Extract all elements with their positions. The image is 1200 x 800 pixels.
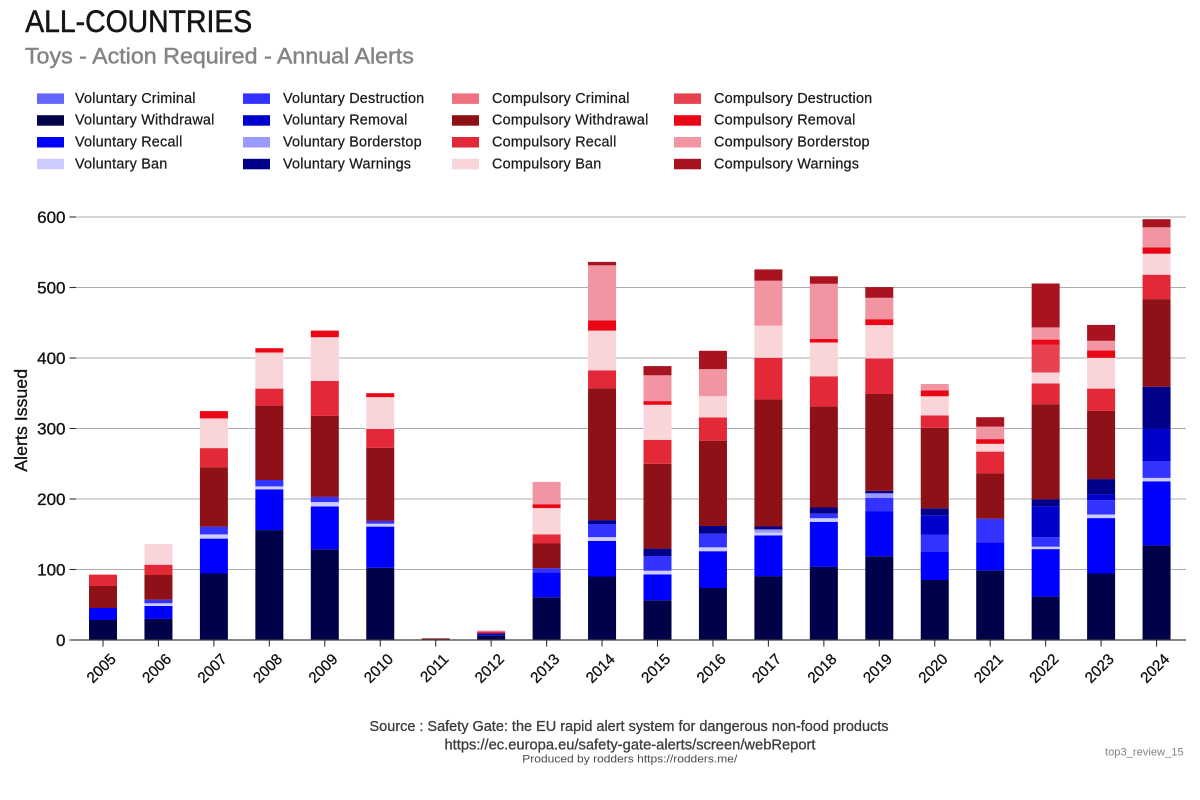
svg-text:100: 100 (37, 561, 65, 580)
svg-text:Source : Safety Gate: the EU r: Source : Safety Gate: the EU rapid alert… (370, 719, 889, 735)
svg-text:Voluntary Removal: Voluntary Removal (283, 113, 408, 129)
svg-text:Toys - Action Required - Annua: Toys - Action Required - Annual Alerts (25, 44, 414, 69)
svg-text:ALL-COUNTRIES: ALL-COUNTRIES (25, 3, 252, 39)
svg-text:top3_review_15: top3_review_15 (1105, 746, 1184, 758)
svg-text:Compulsory Removal: Compulsory Removal (714, 113, 856, 129)
svg-text:Compulsory Recall: Compulsory Recall (492, 135, 617, 151)
svg-text:Compulsory Destruction: Compulsory Destruction (714, 91, 872, 107)
svg-text:500: 500 (37, 279, 65, 298)
svg-text:Voluntary Warnings: Voluntary Warnings (283, 156, 411, 172)
svg-text:Voluntary Ban: Voluntary Ban (75, 156, 167, 172)
svg-text:Voluntary Criminal: Voluntary Criminal (75, 91, 196, 107)
svg-text:Compulsory Ban: Compulsory Ban (492, 156, 601, 172)
svg-text:200: 200 (37, 490, 65, 509)
svg-text:300: 300 (37, 420, 65, 439)
svg-text:Alerts Issued: Alerts Issued (11, 369, 31, 472)
svg-text:600: 600 (37, 208, 65, 227)
svg-text:Voluntary Recall: Voluntary Recall (75, 135, 183, 151)
svg-text:Compulsory Warnings: Compulsory Warnings (714, 156, 859, 172)
svg-text:400: 400 (37, 349, 65, 368)
svg-text:0: 0 (56, 631, 65, 650)
svg-text:Voluntary Borderstop: Voluntary Borderstop (283, 135, 422, 151)
svg-text:https://ec.europa.eu/safety-ga: https://ec.europa.eu/safety-gate-alerts/… (445, 737, 817, 754)
svg-text:Compulsory Withdrawal: Compulsory Withdrawal (492, 113, 649, 129)
svg-text:Compulsory Borderstop: Compulsory Borderstop (714, 135, 870, 151)
svg-text:Voluntary Destruction: Voluntary Destruction (283, 91, 424, 107)
svg-text:Voluntary Withdrawal: Voluntary Withdrawal (75, 113, 215, 129)
svg-text:Produced by rodders https://ro: Produced by rodders https://rodders.me/ (522, 753, 738, 765)
svg-text:Compulsory Criminal: Compulsory Criminal (492, 91, 630, 107)
